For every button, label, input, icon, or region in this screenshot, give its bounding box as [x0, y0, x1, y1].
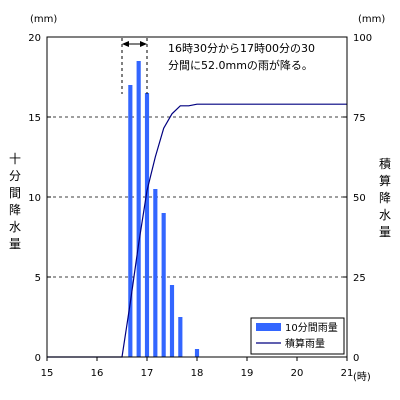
- right-axis-title-char: 積: [379, 156, 391, 171]
- y-left-tick-label: 20: [28, 33, 41, 44]
- x-tick-label: 15: [41, 368, 54, 379]
- bar: [194, 349, 200, 357]
- y-left-tick-label: 0: [35, 353, 41, 364]
- right-unit-label: (mm): [358, 14, 385, 25]
- x-tick-label: 20: [291, 368, 304, 379]
- legend-line-label: 積算雨量: [285, 337, 325, 350]
- x-tick-label: 19: [241, 368, 254, 379]
- legend-bar-swatch: [256, 323, 281, 331]
- legend: 10分間雨量 積算雨量: [250, 317, 345, 355]
- tick-labels: 15 16 17 18 19 20 21 0 5 10 15 20 0 25 50 75 100: [28, 33, 372, 379]
- y-left-tick-label: 5: [35, 273, 41, 284]
- annotation-line-2: 分間に52.0mmの雨が降る。: [168, 58, 313, 72]
- bar: [136, 61, 141, 357]
- line-series: [47, 103, 347, 358]
- right-axis-title-char: 水: [379, 208, 391, 222]
- bar: [144, 93, 150, 357]
- legend-bar-label: 10分間雨量: [285, 322, 338, 334]
- right-axis-title-char: 降: [379, 191, 391, 205]
- y-left-tick-label: 10: [28, 193, 41, 204]
- bar: [178, 317, 183, 357]
- annotation: 16時30分から17時00分の30 分間に52.0mmの雨が降る。: [121, 38, 315, 94]
- x-tick-label: 17: [141, 368, 154, 379]
- span-arrowhead-left: [122, 41, 129, 47]
- y-right-tick-label: 75: [353, 113, 366, 124]
- bar: [153, 189, 158, 357]
- cumulative-line: [47, 103, 347, 358]
- y-right-tick-label: 50: [353, 193, 366, 204]
- left-axis-title-char: 分: [9, 169, 21, 183]
- bar: [161, 213, 166, 357]
- x-tick-label: 18: [191, 368, 204, 379]
- right-axis-title-char: 量: [379, 225, 391, 239]
- right-axis-title-char: 算: [379, 173, 391, 188]
- x-tick-label: 21: [341, 368, 354, 379]
- bar: [128, 85, 133, 357]
- left-axis-title-char: 量: [9, 237, 21, 251]
- left-axis-title-char: 間: [9, 186, 21, 200]
- y-right-tick-label: 25: [353, 273, 366, 284]
- gridlines: [47, 116, 347, 278]
- left-unit-label: (mm): [30, 14, 57, 25]
- left-axis-title-char: 十: [9, 152, 21, 166]
- x-unit-label: (時): [353, 371, 371, 383]
- left-axis-title-char: 降: [9, 203, 21, 217]
- y-left-tick-label: 15: [28, 113, 41, 124]
- left-axis-title-char: 水: [9, 220, 21, 234]
- y-right-tick-label: 0: [353, 353, 359, 364]
- y-right-tick-label: 100: [353, 33, 372, 44]
- bar-series: [128, 61, 200, 357]
- annotation-line-1: 16時30分から17時00分の30: [168, 42, 315, 55]
- bar: [169, 285, 175, 357]
- span-arrowhead-right: [140, 41, 147, 47]
- x-tick-label: 16: [91, 368, 104, 379]
